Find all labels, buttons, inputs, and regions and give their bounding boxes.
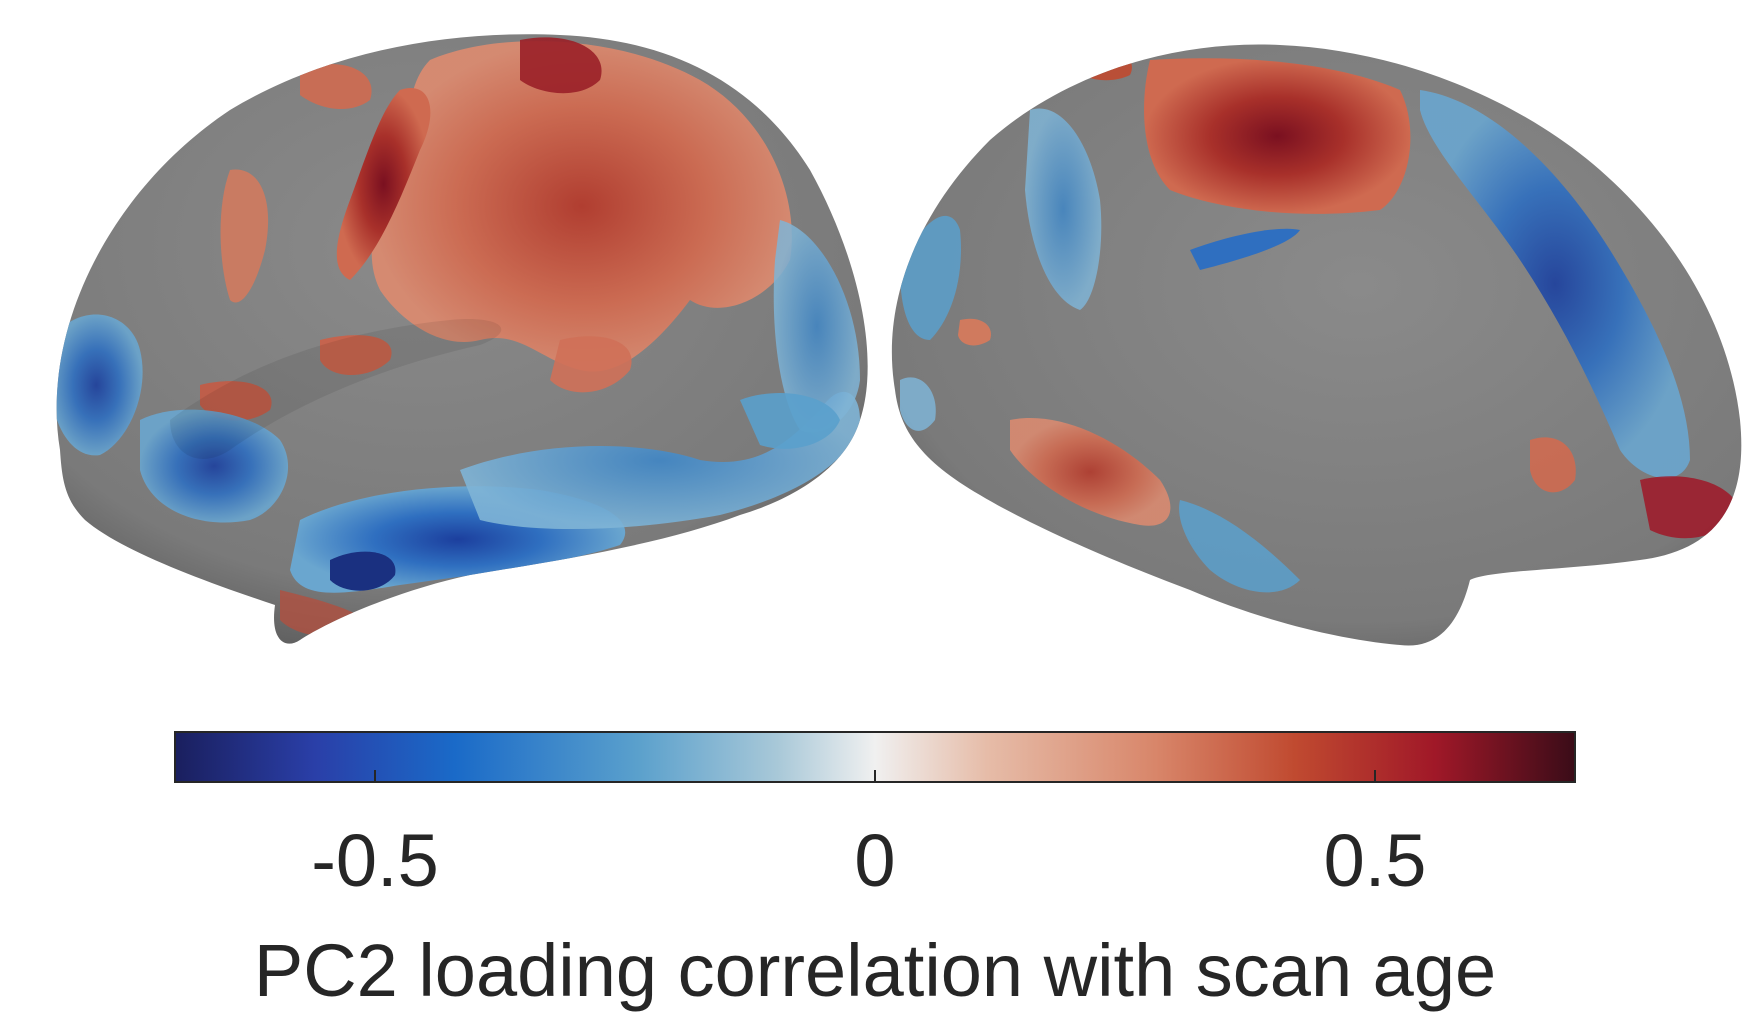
colorbar-tick-label-zero: 0 [854,819,895,902]
right-hemisphere-medial [891,44,1742,646]
colorbar-tick-label-pos: 0.5 [1324,819,1427,902]
colorbar-tick-label-neg: -0.5 [311,819,439,902]
left-hemisphere-lateral [56,34,868,644]
colorbar: -0.5 0 0.5 PC2 loading correlation with … [174,731,1576,1012]
colorbar-label: PC2 loading correlation with scan age [254,929,1496,1012]
